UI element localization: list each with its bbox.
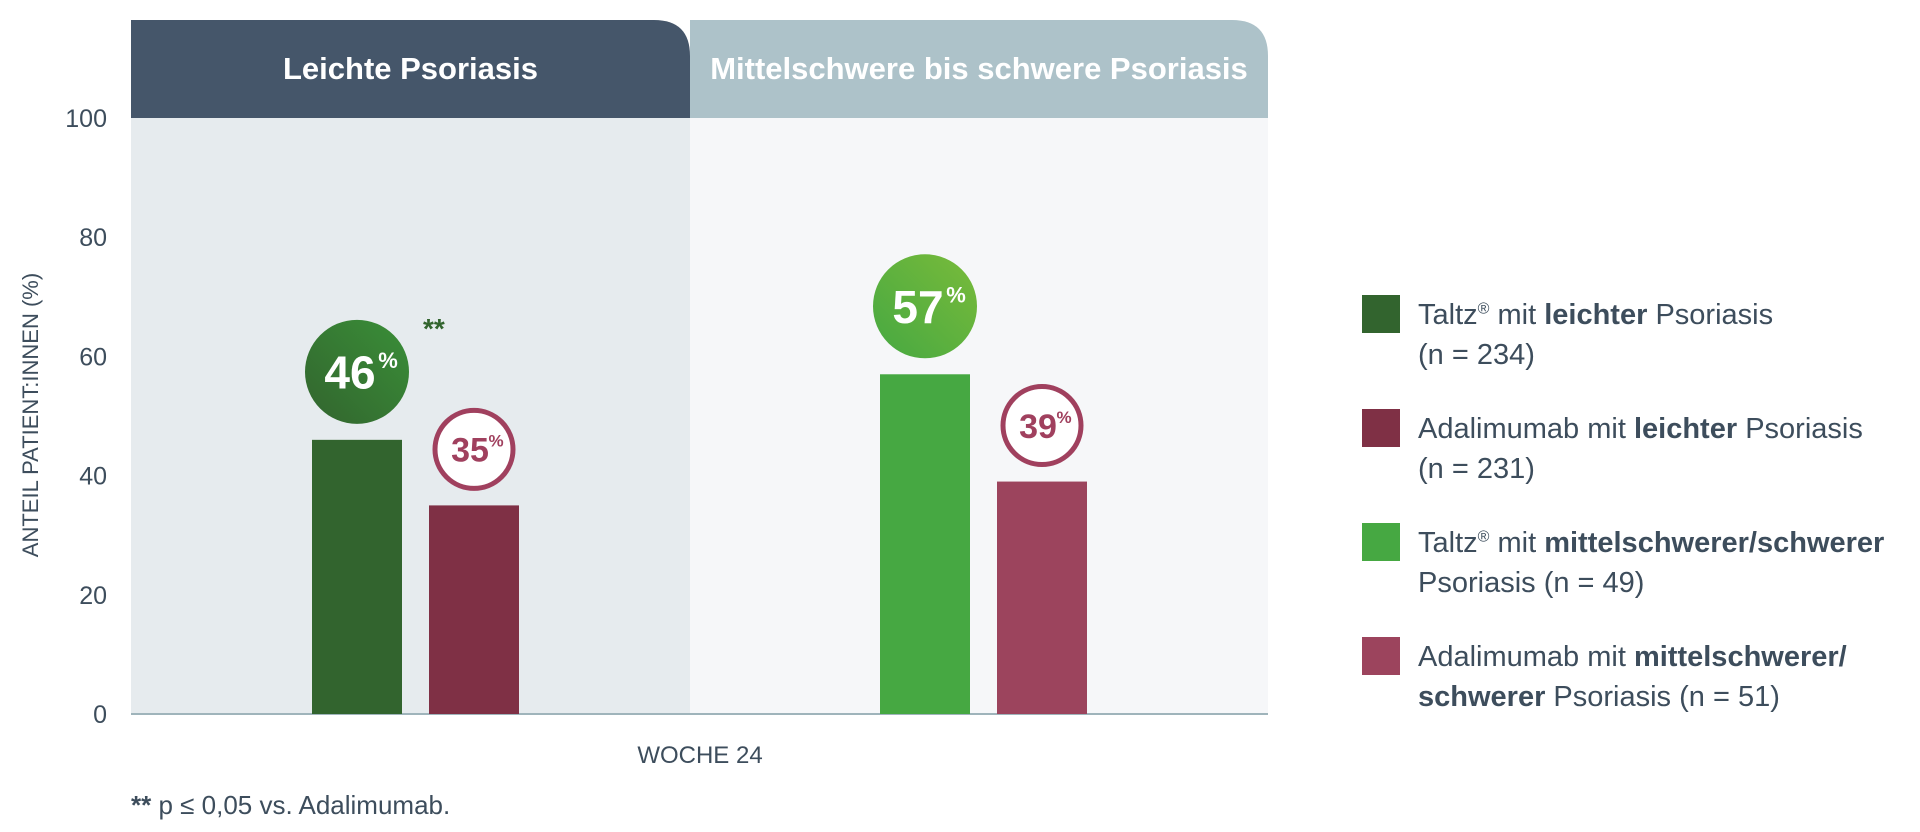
panel-background bbox=[690, 118, 1268, 714]
y-tick-label: 100 bbox=[65, 105, 107, 133]
panel-header bbox=[690, 20, 1268, 118]
panel-background bbox=[131, 118, 690, 714]
bar-chart: Leichte Psoriasis Mittelschwere bis schwe… bbox=[18, 20, 1268, 769]
legend-label: Taltz® mit mittelschwerer/schwerer Psori… bbox=[1418, 527, 1885, 599]
value-badge bbox=[873, 254, 977, 359]
y-tick-label: 40 bbox=[79, 463, 107, 491]
bar bbox=[429, 505, 519, 714]
data-label: 57 bbox=[892, 281, 943, 333]
data-label-unit: % bbox=[378, 348, 398, 373]
panel-title: Mittelschwere bis schwere Psoriasis bbox=[710, 51, 1248, 86]
value-badge bbox=[305, 319, 409, 424]
footnote-mark: ** bbox=[131, 790, 152, 820]
legend-item-taltz-mild: Taltz® mit leichter Psoriasis (n = 234) bbox=[1362, 295, 1920, 375]
legend-swatch bbox=[1362, 409, 1400, 447]
y-tick-label: 80 bbox=[79, 224, 107, 252]
data-label: 39 bbox=[1019, 408, 1057, 446]
legend-label: Adalimumab mit mittelschwerer/ schwerer … bbox=[1418, 641, 1847, 713]
legend-swatch bbox=[1362, 637, 1400, 675]
panel-header bbox=[131, 20, 690, 118]
bar bbox=[997, 481, 1087, 714]
footnote: ** p ≤ 0,05 vs. Adalimumab. bbox=[131, 790, 450, 821]
data-label-unit: % bbox=[1056, 408, 1071, 427]
value-badge bbox=[1000, 384, 1084, 468]
y-tick-label: 20 bbox=[79, 582, 107, 610]
bar bbox=[880, 374, 970, 714]
y-tick-label: 60 bbox=[79, 343, 107, 371]
legend-item-adalimumab-mild: Adalimumab mit leichter Psoriasis (n = 2… bbox=[1362, 409, 1920, 489]
data-label: 46 bbox=[324, 346, 375, 398]
legend-label: Taltz® mit leichter Psoriasis (n = 234) bbox=[1418, 299, 1774, 371]
legend-swatch bbox=[1362, 295, 1400, 333]
value-badge bbox=[432, 407, 516, 491]
y-axis-label: ANTEIL PATIENT:INNEN (%) bbox=[18, 273, 43, 557]
x-axis-label: WOCHE 24 bbox=[637, 742, 762, 769]
data-label-unit: % bbox=[946, 283, 966, 308]
legend-item-taltz-moderate-severe: Taltz® mit mittelschwerer/schwerer Psori… bbox=[1362, 523, 1920, 603]
legend-item-adalimumab-moderate-severe: Adalimumab mit mittelschwerer/ schwerer … bbox=[1362, 637, 1920, 717]
data-label-unit: % bbox=[488, 432, 503, 451]
footnote-text: p ≤ 0,05 vs. Adalimumab. bbox=[151, 790, 451, 820]
legend: Taltz® mit leichter Psoriasis (n = 234) … bbox=[1362, 295, 1920, 751]
data-label: 35 bbox=[451, 432, 489, 470]
panel-title: Leichte Psoriasis bbox=[283, 51, 538, 86]
y-tick-label: 0 bbox=[93, 701, 107, 729]
legend-swatch bbox=[1362, 523, 1400, 561]
legend-label: Adalimumab mit leichter Psoriasis (n = 2… bbox=[1418, 413, 1863, 485]
bar bbox=[312, 439, 402, 714]
significance-mark: ** bbox=[423, 313, 445, 344]
